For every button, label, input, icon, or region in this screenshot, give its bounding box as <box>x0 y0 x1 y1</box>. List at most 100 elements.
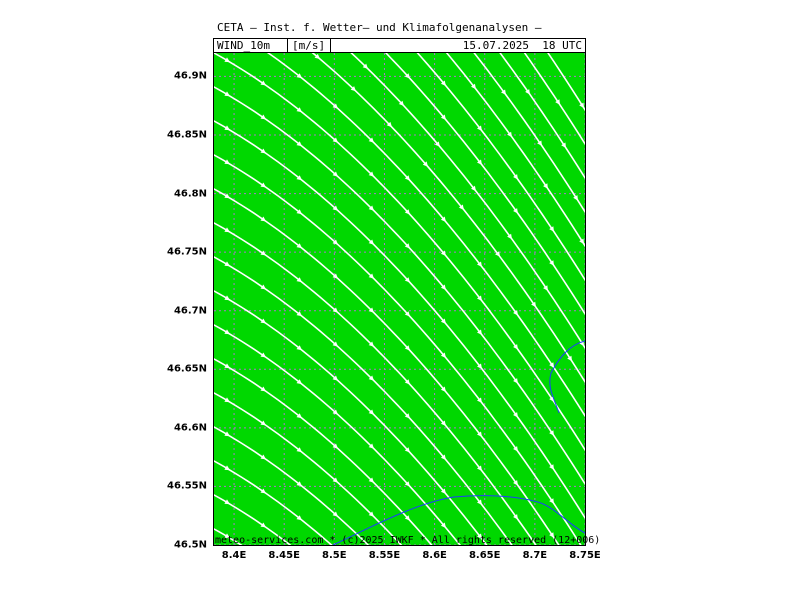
streamline-11 <box>214 86 585 486</box>
streamline-arrow <box>477 431 482 437</box>
streamline-9 <box>266 53 585 418</box>
streamline-arrow <box>404 243 410 249</box>
streamline-arrow <box>224 397 230 403</box>
streamline-2 <box>499 53 585 180</box>
streamline-arrow <box>567 355 572 362</box>
streamline-arrow <box>332 443 338 449</box>
x-tick-label: 8.75E <box>569 550 601 561</box>
streamline-arrow <box>507 131 512 138</box>
streamline-18 <box>214 324 461 545</box>
streamline-arrow <box>404 311 410 317</box>
streamline-arrow <box>513 378 518 384</box>
streamline-arrow <box>332 307 338 313</box>
streamline-arrow <box>224 465 230 471</box>
streamline-0 <box>547 53 585 112</box>
streamline-arrow <box>477 363 482 369</box>
x-tick-label: 8.65E <box>468 550 501 561</box>
streamline-arrow <box>332 103 338 109</box>
streamline-arrow <box>296 447 302 453</box>
streamline-arrow <box>368 477 374 483</box>
streamline-4 <box>445 53 585 248</box>
streamline-arrow <box>501 89 506 95</box>
streamline-20 <box>214 392 403 545</box>
streamline-arrow <box>224 261 230 267</box>
streamline-arrow <box>296 141 302 147</box>
streamline-arrow <box>440 250 446 256</box>
streamline-arrow <box>477 465 482 471</box>
streamline-arrow <box>260 80 266 86</box>
streamline-arrow <box>296 175 302 181</box>
y-tick-label: 46.5N <box>173 539 207 551</box>
streamline-arrow <box>513 310 518 316</box>
streamline-arrow <box>440 216 446 222</box>
streamline-arrow <box>296 277 302 283</box>
streamline-7 <box>350 53 585 350</box>
streamline-arrow <box>513 412 518 418</box>
streamline-arrow <box>332 239 338 245</box>
streamline-arrow <box>224 431 230 437</box>
streamline-arrow <box>549 430 554 436</box>
streamline-arrow <box>368 341 374 347</box>
streamline-arrow <box>477 397 482 403</box>
x-tick-label: 8.55E <box>368 550 401 561</box>
streamline-arrow <box>386 121 392 128</box>
streamline-arrow <box>440 454 446 460</box>
streamline-arrow <box>350 86 356 92</box>
y-tick-label: 46.55N <box>167 480 207 492</box>
streamline-arrow <box>368 511 374 517</box>
streamline-arrow <box>296 73 302 79</box>
streamline-arrow <box>440 386 446 392</box>
streamline-5 <box>416 53 585 282</box>
streamline-arrow <box>224 329 230 335</box>
streamline-arrow <box>531 301 536 308</box>
streamline-arrow <box>296 481 302 487</box>
y-tick-label: 46.7N <box>173 305 207 317</box>
streamline-arrow <box>398 100 404 106</box>
streamline-arrow <box>368 137 374 143</box>
streamline-arrow <box>224 57 230 63</box>
streamline-arrow <box>579 102 584 109</box>
streamline-arrow <box>260 352 266 358</box>
streamline-arrow <box>404 345 410 351</box>
streamline-arrow <box>332 477 338 483</box>
streamline-arrow <box>440 522 446 528</box>
streamline-arrow <box>224 227 230 233</box>
streamline-arrow <box>260 148 266 154</box>
streamline-arrow <box>477 499 482 505</box>
unit-box: [m/s] <box>287 39 331 52</box>
footer-credit: meteo-services.com * (c)2025 IWKF * All … <box>215 535 601 546</box>
streamline-arrow <box>260 318 266 324</box>
streamline-arrow <box>368 409 374 415</box>
coastline <box>332 340 585 545</box>
y-tick-label: 46.65N <box>167 363 207 375</box>
streamline-arrow <box>368 171 374 177</box>
streamline-arrow <box>260 284 266 290</box>
streamline-arrow <box>224 499 230 505</box>
streamline-arrow <box>513 446 518 452</box>
streamline-arrow <box>368 205 374 211</box>
streamline-arrow <box>440 114 446 120</box>
streamline-arrow <box>440 488 446 494</box>
map-canvas <box>214 53 585 545</box>
graticule <box>214 53 585 545</box>
y-tick-label: 46.6N <box>173 422 207 434</box>
streamline-arrow <box>296 515 302 521</box>
x-tick-label: 8.7E <box>522 550 548 561</box>
lake-outline <box>332 495 585 545</box>
streamline-arrow <box>224 363 230 369</box>
y-tick-label: 46.75N <box>167 246 207 258</box>
streamline-19 <box>214 358 433 545</box>
streamline-12 <box>214 120 585 520</box>
streamline-arrow <box>543 285 548 291</box>
streamline-arrow <box>549 532 554 538</box>
streamline-arrow <box>404 413 410 419</box>
streamline-arrow <box>332 273 338 279</box>
streamline-arrow <box>477 125 482 131</box>
streamline-arrow <box>440 420 446 426</box>
variable-label: WIND_10m <box>217 39 270 52</box>
streamline-arrow <box>440 318 446 324</box>
streamline-arrow <box>513 174 518 180</box>
streamline-10 <box>214 53 585 452</box>
x-tick-label: 8.4E <box>221 550 247 561</box>
valid-time: 15.07.2025 18 UTC <box>462 39 582 52</box>
